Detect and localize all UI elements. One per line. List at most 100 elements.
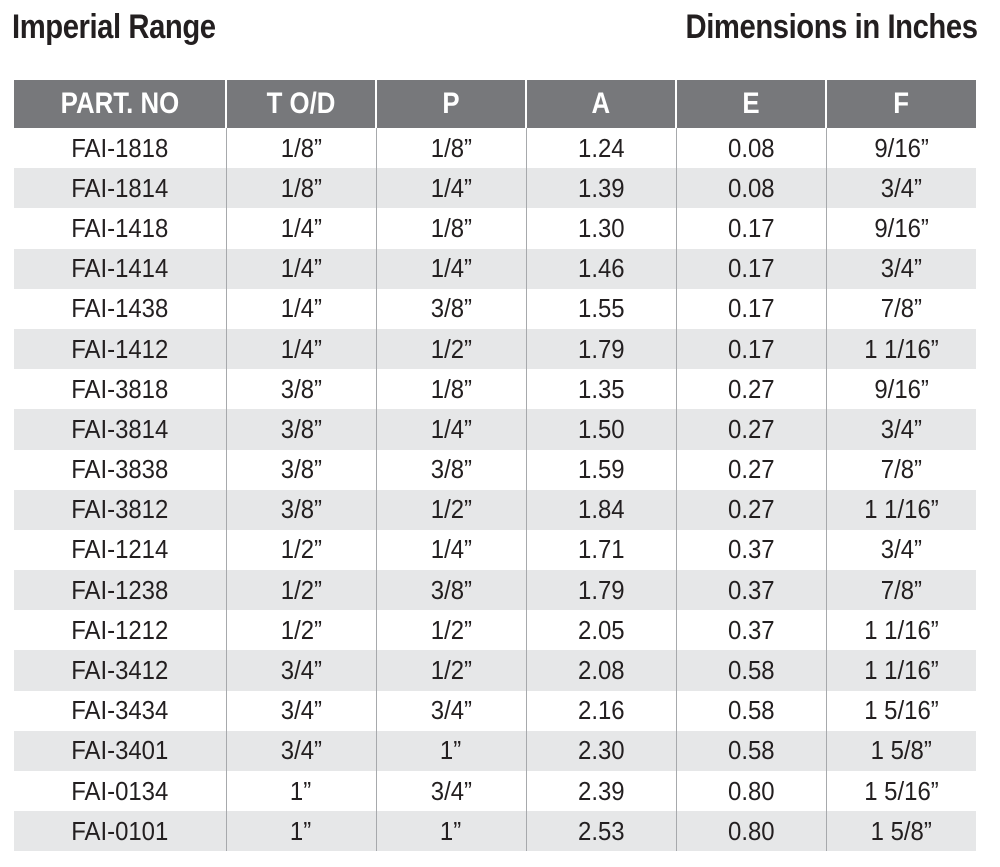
cell-f: 7/8” (825, 288, 976, 329)
cell-p: 3/8” (375, 449, 526, 490)
cell-e: 0.17 (675, 208, 826, 249)
cell-e: 0.58 (675, 730, 826, 771)
table-row: FAI-1214 1/2” 1/4” 1.71 0.37 3/4” (14, 529, 976, 571)
column-header-e: E (675, 80, 826, 128)
cell-a: 2.53 (525, 811, 676, 852)
cell-e: 0.27 (675, 409, 826, 450)
cell-tod: 3/8” (225, 489, 376, 530)
page-title: Imperial Range (12, 8, 216, 46)
cell-part-no: FAI-0134 (14, 771, 226, 812)
cell-e: 0.58 (675, 690, 826, 731)
cell-part-no: FAI-1818 (14, 128, 226, 169)
cell-e: 0.27 (675, 489, 826, 530)
table-row: FAI-0101 1” 1” 2.53 0.80 1 5/8” (14, 811, 976, 852)
cell-tod: 1/4” (225, 248, 376, 289)
cell-tod: 1/4” (225, 208, 376, 249)
table-row: FAI-1418 1/4” 1/8” 1.30 0.17 9/16” (14, 208, 976, 249)
cell-part-no: FAI-1414 (14, 248, 226, 289)
cell-p: 1/2” (375, 489, 526, 530)
cell-p: 1” (375, 730, 526, 771)
cell-tod: 3/4” (225, 650, 376, 691)
cell-tod: 1” (225, 771, 376, 812)
cell-p: 3/8” (375, 570, 526, 611)
cell-f: 1 5/16” (825, 771, 976, 812)
cell-tod: 1/8” (225, 128, 376, 169)
cell-tod: 3/4” (225, 730, 376, 771)
cell-a: 1.35 (525, 369, 676, 410)
cell-f: 3/4” (825, 248, 976, 289)
cell-f: 1 1/16” (825, 489, 976, 530)
cell-p: 1/8” (375, 128, 526, 169)
table-row: FAI-3838 3/8” 3/8” 1.59 0.27 7/8” (14, 449, 976, 490)
cell-part-no: FAI-3434 (14, 690, 226, 731)
table-row: FAI-3434 3/4” 3/4” 2.16 0.58 1 5/16” (14, 690, 976, 731)
cell-f: 9/16” (825, 208, 976, 249)
table-row: FAI-1438 1/4” 3/8” 1.55 0.17 7/8” (14, 288, 976, 329)
cell-f: 1 1/16” (825, 328, 976, 370)
cell-part-no: FAI-3838 (14, 449, 226, 490)
column-header-tod: T O/D (225, 80, 376, 128)
cell-f: 1 5/16” (825, 690, 976, 731)
table-row: FAI-1212 1/2” 1/2” 2.05 0.37 1 1/16” (14, 610, 976, 651)
cell-a: 1.59 (525, 449, 676, 490)
cell-part-no: FAI-1212 (14, 610, 226, 651)
table-row: FAI-3412 3/4” 1/2” 2.08 0.58 1 1/16” (14, 650, 976, 691)
cell-tod: 1/2” (225, 570, 376, 611)
cell-a: 1.84 (525, 489, 676, 530)
table-row: FAI-0134 1” 3/4” 2.39 0.80 1 5/16” (14, 771, 976, 812)
table-body: FAI-1818 1/8” 1/8” 1.24 0.08 9/16” FAI-1814 1/8… (14, 128, 976, 852)
cell-a: 2.39 (525, 771, 676, 812)
cell-tod: 1/2” (225, 529, 376, 571)
dimensions-table: PART. NO T O/D P A E F FAI-1818 1/8” 1/8” 1… (14, 80, 976, 852)
cell-e: 0.37 (675, 529, 826, 571)
cell-p: 3/4” (375, 771, 526, 812)
table-row: FAI-1412 1/4” 1/2” 1.79 0.17 1 1/16” (14, 328, 976, 370)
cell-part-no: FAI-3412 (14, 650, 226, 691)
table-row: FAI-3818 3/8” 1/8” 1.35 0.27 9/16” (14, 369, 976, 410)
column-header-part-no: PART. NO (14, 80, 226, 128)
cell-part-no: FAI-1438 (14, 288, 226, 329)
table-row: FAI-1238 1/2” 3/8” 1.79 0.37 7/8” (14, 570, 976, 611)
cell-a: 1.71 (525, 529, 676, 571)
cell-p: 1/4” (375, 168, 526, 209)
cell-a: 1.24 (525, 128, 676, 169)
column-header-f: F (825, 80, 976, 128)
table-row: FAI-1414 1/4” 1/4” 1.46 0.17 3/4” (14, 248, 976, 289)
cell-a: 2.08 (525, 650, 676, 691)
cell-a: 1.46 (525, 248, 676, 289)
cell-p: 1/8” (375, 369, 526, 410)
cell-p: 1/4” (375, 248, 526, 289)
cell-f: 1 5/8” (825, 811, 976, 852)
cell-f: 3/4” (825, 529, 976, 571)
cell-a: 1.39 (525, 168, 676, 209)
cell-f: 1 1/16” (825, 610, 976, 651)
table-row: FAI-1814 1/8” 1/4” 1.39 0.08 3/4” (14, 168, 976, 209)
cell-f: 3/4” (825, 168, 976, 209)
cell-tod: 3/8” (225, 409, 376, 450)
cell-e: 0.27 (675, 449, 826, 490)
cell-a: 1.79 (525, 328, 676, 370)
cell-e: 0.17 (675, 248, 826, 289)
cell-f: 7/8” (825, 449, 976, 490)
cell-p: 1/2” (375, 328, 526, 370)
table-row: FAI-3814 3/8” 1/4” 1.50 0.27 3/4” (14, 409, 976, 450)
cell-e: 0.17 (675, 288, 826, 329)
units-caption: Dimensions in Inches (686, 8, 978, 46)
cell-f: 1 1/16” (825, 650, 976, 691)
cell-part-no: FAI-1238 (14, 570, 226, 611)
cell-part-no: FAI-1418 (14, 208, 226, 249)
cell-tod: 3/8” (225, 449, 376, 490)
cell-a: 2.30 (525, 730, 676, 771)
cell-e: 0.37 (675, 570, 826, 611)
cell-e: 0.17 (675, 328, 826, 370)
cell-p: 1/4” (375, 529, 526, 571)
cell-p: 3/4” (375, 690, 526, 731)
column-header-p: P (375, 80, 526, 128)
cell-p: 1/2” (375, 650, 526, 691)
cell-p: 1/4” (375, 409, 526, 450)
cell-part-no: FAI-3814 (14, 409, 226, 450)
cell-tod: 1” (225, 811, 376, 852)
cell-p: 1/8” (375, 208, 526, 249)
cell-e: 0.80 (675, 771, 826, 812)
cell-f: 9/16” (825, 128, 976, 169)
